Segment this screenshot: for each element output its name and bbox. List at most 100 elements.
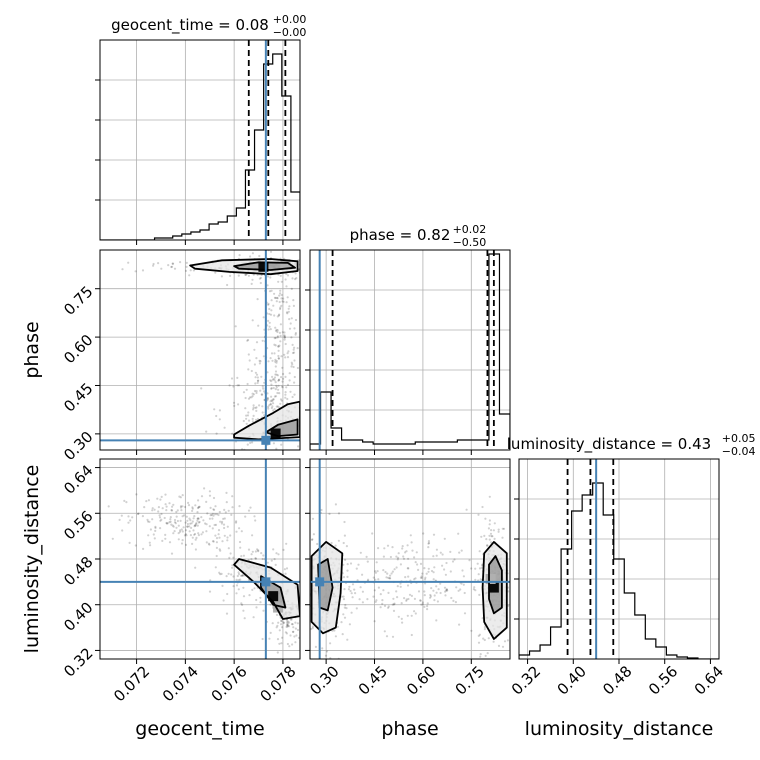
scatter-point [304, 606, 306, 608]
scatter-point [420, 576, 423, 580]
scatter-point [374, 571, 377, 574]
scatter-point [506, 639, 509, 642]
scatter-point [193, 532, 197, 536]
scatter-point [276, 391, 279, 395]
scatter-point [269, 631, 272, 635]
scatter-point [483, 638, 486, 642]
hist-bin-phase-5 [363, 442, 374, 450]
scatter-point [445, 588, 448, 591]
scatter-point [285, 311, 289, 314]
scatter-point [160, 495, 163, 498]
panel-2d-phase-luminosity_distance [305, 458, 511, 676]
scatter-point [381, 599, 384, 602]
scatter-point [289, 618, 292, 621]
scatter-point [426, 602, 429, 605]
scatter-point [492, 640, 495, 643]
scatter-point [283, 338, 286, 341]
scatter-point [272, 409, 275, 412]
scatter-point [191, 509, 194, 512]
scatter-point [284, 631, 287, 634]
scatter-point [251, 392, 254, 395]
scatter-point [160, 512, 163, 516]
scatter-point [478, 567, 482, 570]
scatter-point [246, 339, 249, 342]
scatter-point [212, 496, 216, 500]
scatter-point [209, 506, 212, 509]
scatter-point [283, 336, 286, 339]
scatter-point [435, 585, 438, 588]
scatter-point [342, 595, 345, 598]
ytick-label-luminosity_distance-2: 0.48 [60, 553, 96, 589]
scatter-point [414, 561, 417, 564]
scatter-point [410, 594, 413, 598]
panel-2d-geocent_time-luminosity_distance-scatter [100, 487, 310, 654]
scatter-point [305, 553, 307, 555]
scatter-point [171, 262, 174, 265]
scatter-point [342, 613, 345, 616]
scatter-point [280, 293, 283, 297]
scatter-point [235, 520, 238, 523]
scatter-point [406, 614, 409, 617]
scatter-point [480, 566, 483, 570]
ytick-label-luminosity_distance-1: 0.40 [60, 599, 96, 635]
scatter-point [427, 567, 430, 570]
scatter-point [173, 518, 177, 522]
scatter-point [477, 573, 480, 576]
scatter-point [234, 325, 237, 328]
scatter-point [459, 588, 462, 591]
scatter-point [308, 615, 310, 617]
scatter-point [275, 626, 278, 629]
scatter-point [251, 441, 254, 444]
scatter-point [290, 361, 293, 364]
scatter-point [230, 513, 233, 517]
panel-2d-geocent_time-luminosity_distance-contour-0 [233, 558, 300, 620]
scatter-point [392, 597, 395, 600]
scatter-point [266, 398, 269, 401]
scatter-point [247, 411, 250, 414]
scatter-point [261, 385, 264, 388]
scatter-point [340, 621, 343, 624]
scatter-point [365, 555, 368, 559]
scatter-point [244, 396, 247, 400]
scatter-point [294, 272, 297, 275]
scatter-point [291, 363, 294, 366]
scatter-point [251, 319, 254, 322]
scatter-point [198, 505, 201, 508]
scatter-point [193, 524, 197, 527]
scatter-point [253, 587, 256, 590]
scatter-point [292, 351, 296, 354]
scatter-point [164, 493, 167, 496]
scatter-point [261, 411, 264, 414]
scatter-point [407, 597, 410, 601]
scatter-point [266, 284, 269, 287]
scatter-point [379, 606, 382, 609]
scatter-point [488, 674, 490, 676]
scatter-point [443, 568, 446, 571]
scatter-point [444, 590, 447, 593]
scatter-point [356, 579, 359, 582]
scatter-point [436, 600, 439, 603]
scatter-point [347, 588, 350, 591]
scatter-point [194, 524, 197, 527]
scatter-point [293, 375, 296, 379]
scatter-point [236, 376, 239, 379]
hist-bin-luminosity_distance-8 [603, 515, 614, 659]
scatter-point [346, 569, 349, 572]
scatter-point [279, 398, 283, 401]
scatter-point [383, 547, 386, 550]
scatter-point [202, 519, 205, 522]
scatter-point [426, 608, 429, 611]
scatter-point [237, 579, 240, 582]
scatter-point [272, 398, 275, 401]
scatter-point [387, 606, 390, 609]
scatter-point [210, 513, 213, 517]
xaxis-label-geocent_time: geocent_time [135, 718, 264, 740]
scatter-point [271, 465, 273, 467]
scatter-point [275, 447, 278, 450]
scatter-point [377, 547, 380, 550]
scatter-point [295, 277, 298, 280]
scatter-point [375, 599, 378, 602]
scatter-point [300, 336, 302, 338]
scatter-point [123, 499, 126, 502]
scatter-point [432, 533, 436, 536]
